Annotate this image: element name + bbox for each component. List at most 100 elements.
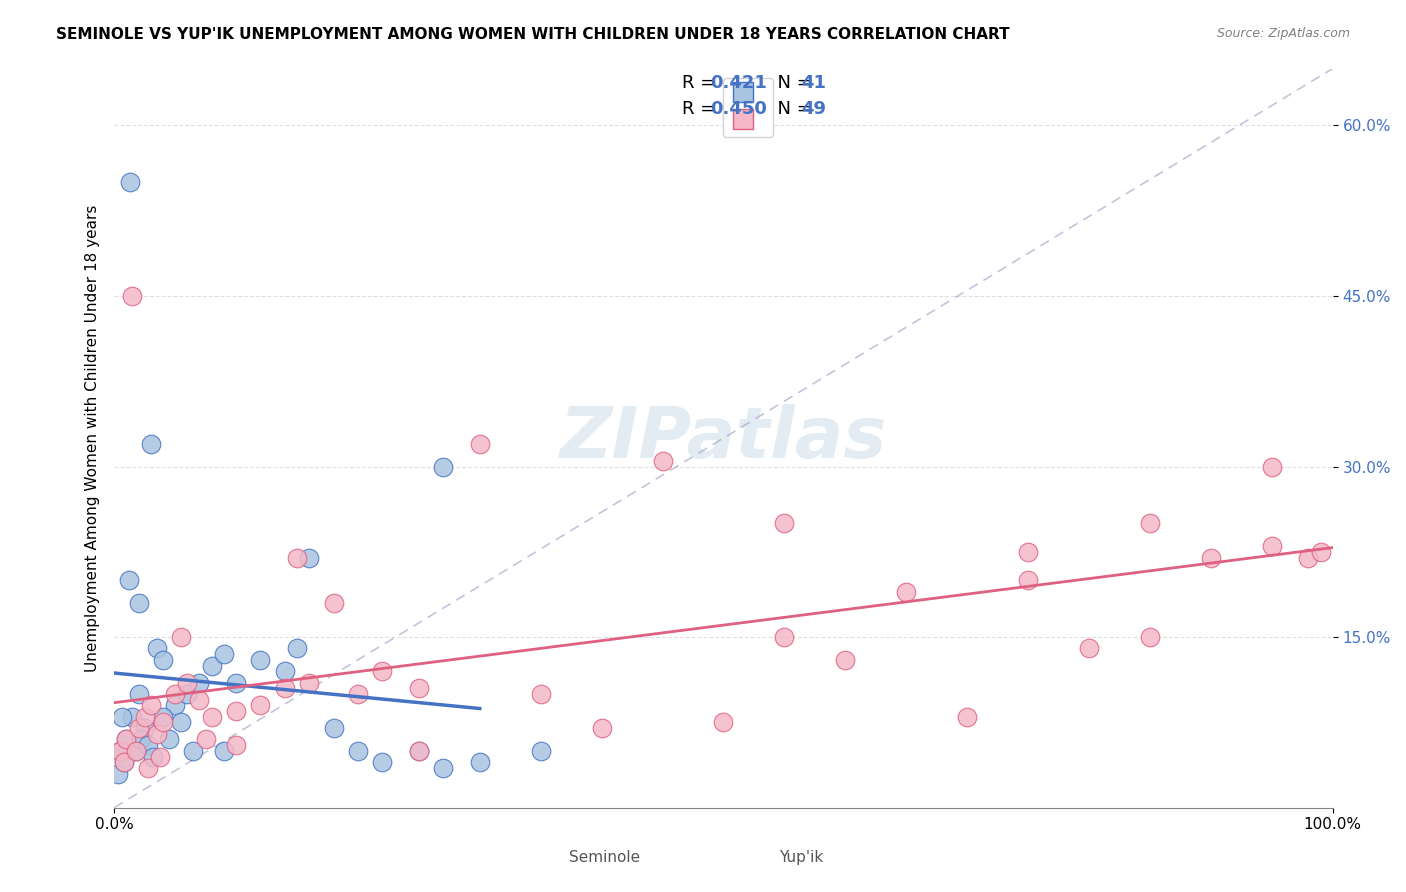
Point — [121, 709, 143, 723]
Point — [347, 744, 370, 758]
Point — [347, 687, 370, 701]
Point — [170, 715, 193, 730]
Point — [530, 744, 553, 758]
Point — [225, 675, 247, 690]
Point — [591, 721, 613, 735]
Point — [249, 653, 271, 667]
Point — [165, 698, 187, 713]
Point — [432, 761, 454, 775]
Point — [142, 749, 165, 764]
Point — [212, 647, 235, 661]
Point — [1199, 550, 1222, 565]
Point — [1017, 545, 1039, 559]
Point — [1139, 516, 1161, 531]
Point — [212, 744, 235, 758]
Point — [468, 437, 491, 451]
Point — [115, 732, 138, 747]
Point — [201, 709, 224, 723]
Point — [146, 727, 169, 741]
Point — [136, 761, 159, 775]
Text: 49: 49 — [801, 100, 827, 118]
Point — [118, 573, 141, 587]
Point — [201, 658, 224, 673]
Text: SEMINOLE VS YUP'IK UNEMPLOYMENT AMONG WOMEN WITH CHILDREN UNDER 18 YEARS CORRELA: SEMINOLE VS YUP'IK UNEMPLOYMENT AMONG WO… — [56, 27, 1010, 42]
Point — [121, 289, 143, 303]
Point — [834, 653, 856, 667]
Text: N =: N = — [766, 100, 818, 118]
Point — [115, 732, 138, 747]
Point — [134, 709, 156, 723]
Point — [165, 687, 187, 701]
Point — [651, 454, 673, 468]
Point — [408, 744, 430, 758]
Point — [152, 715, 174, 730]
Point — [176, 675, 198, 690]
Point — [128, 721, 150, 735]
Point — [225, 738, 247, 752]
Point — [1261, 539, 1284, 553]
Y-axis label: Unemployment Among Women with Children Under 18 years: Unemployment Among Women with Children U… — [86, 204, 100, 672]
Point — [170, 630, 193, 644]
Point — [152, 709, 174, 723]
Point — [139, 698, 162, 713]
Point — [298, 675, 321, 690]
Point — [112, 755, 135, 769]
Point — [194, 732, 217, 747]
Point — [371, 664, 394, 678]
Point — [285, 550, 308, 565]
Point — [157, 732, 180, 747]
Point — [322, 596, 344, 610]
Point — [285, 641, 308, 656]
Point — [139, 437, 162, 451]
Text: ZIPatlas: ZIPatlas — [560, 403, 887, 473]
Point — [713, 715, 735, 730]
Text: Yup'ik: Yup'ik — [779, 850, 824, 865]
Text: 0.450: 0.450 — [710, 100, 766, 118]
Point — [274, 681, 297, 696]
Point — [1139, 630, 1161, 644]
Point — [112, 755, 135, 769]
Point — [149, 749, 172, 764]
Point — [773, 630, 796, 644]
Point — [432, 459, 454, 474]
Point — [125, 744, 148, 758]
Text: R =: R = — [682, 100, 721, 118]
Point — [146, 641, 169, 656]
Point — [896, 584, 918, 599]
Point — [188, 692, 211, 706]
Text: 0.421: 0.421 — [710, 74, 766, 92]
Point — [225, 704, 247, 718]
Point — [1078, 641, 1101, 656]
Point — [110, 709, 132, 723]
Point — [134, 721, 156, 735]
Point — [118, 175, 141, 189]
Legend: , : , — [723, 78, 773, 137]
Text: N =: N = — [766, 74, 818, 92]
Point — [176, 687, 198, 701]
Point — [183, 744, 205, 758]
Text: Seminole: Seminole — [569, 850, 640, 865]
Point — [1261, 459, 1284, 474]
Point — [322, 721, 344, 735]
Point — [110, 744, 132, 758]
Point — [1309, 545, 1331, 559]
Point — [107, 766, 129, 780]
Point — [125, 744, 148, 758]
Point — [408, 681, 430, 696]
Point — [128, 596, 150, 610]
Point — [249, 698, 271, 713]
Point — [1298, 550, 1320, 565]
Point — [408, 744, 430, 758]
Point — [956, 709, 979, 723]
Point — [530, 687, 553, 701]
Point — [128, 687, 150, 701]
Point — [152, 653, 174, 667]
Point — [274, 664, 297, 678]
Point — [188, 675, 211, 690]
Point — [1017, 573, 1039, 587]
Point — [371, 755, 394, 769]
Point — [773, 516, 796, 531]
Text: Source: ZipAtlas.com: Source: ZipAtlas.com — [1216, 27, 1350, 40]
Point — [136, 738, 159, 752]
Text: 41: 41 — [801, 74, 827, 92]
